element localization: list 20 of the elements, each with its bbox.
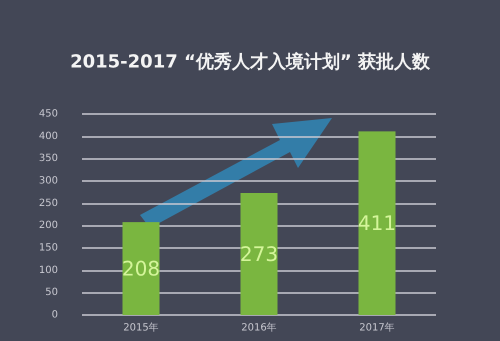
bar <box>358 131 396 315</box>
y-tick-label: 150 <box>38 242 58 254</box>
y-tick-label: 250 <box>38 198 58 209</box>
y-tick-label: 350 <box>38 153 58 164</box>
y-tick-label: 0 <box>52 310 58 320</box>
y-tick-label: 300 <box>38 176 58 186</box>
x-tick-label: 2017年 <box>359 322 395 334</box>
data-label: 208 <box>122 256 160 281</box>
bar <box>240 193 278 315</box>
data-label: 273 <box>240 242 278 266</box>
data-label: 411 <box>358 211 396 236</box>
x-tick-label: 2016年 <box>241 322 277 334</box>
chart-title: 2015-2017 “优秀人才入境计划” 获批人数 <box>70 52 431 72</box>
y-tick-label: 200 <box>38 220 58 232</box>
bar <box>122 222 160 315</box>
y-tick-label: 400 <box>38 130 58 142</box>
y-tick-label: 100 <box>38 264 58 276</box>
y-tick-label: 450 <box>38 108 58 120</box>
y-tick-label: 50 <box>45 287 58 298</box>
x-tick-label: 2015年 <box>123 322 159 334</box>
